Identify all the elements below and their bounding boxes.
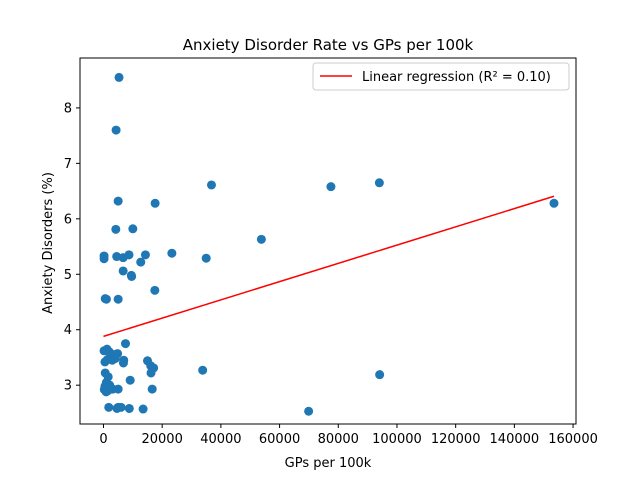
data-point <box>304 406 314 416</box>
data-point <box>114 72 124 82</box>
data-point <box>201 253 211 263</box>
data-point <box>256 234 266 244</box>
legend-box <box>312 62 570 91</box>
data-point <box>167 248 177 258</box>
data-point <box>118 266 128 276</box>
data-point <box>101 294 111 304</box>
data-point <box>124 403 134 413</box>
data-point <box>326 182 336 192</box>
data-point <box>127 271 137 281</box>
y-tick-label: 5 <box>64 268 72 283</box>
data-point <box>375 370 385 380</box>
data-point <box>113 196 123 206</box>
y-tick-label: 6 <box>64 212 72 227</box>
data-point <box>374 178 384 188</box>
data-point <box>150 198 160 208</box>
x-tick-label: 100000 <box>372 432 422 447</box>
data-point <box>150 285 160 295</box>
data-point <box>198 365 208 375</box>
y-tick-label: 4 <box>64 323 72 338</box>
x-axis-label: GPs per 100k <box>285 456 372 471</box>
x-tick-label: 20000 <box>141 432 182 447</box>
data-point <box>113 384 123 394</box>
data-point <box>120 339 130 349</box>
regression-line <box>103 195 555 338</box>
data-point <box>125 375 135 385</box>
legend: Linear regression (R² = 0.10) <box>312 62 570 91</box>
plot-frame <box>79 57 577 425</box>
data-point <box>138 404 148 414</box>
x-tick-label: 140000 <box>490 432 540 447</box>
data-point <box>549 198 559 208</box>
y-tick-label: 8 <box>64 101 72 116</box>
data-point <box>99 254 109 264</box>
data-point <box>206 180 216 190</box>
y-tick-label: 7 <box>64 157 72 172</box>
data-point <box>110 354 120 364</box>
data-point <box>116 402 126 412</box>
data-point <box>111 125 121 135</box>
data-point <box>111 224 121 234</box>
x-tick-label: 80000 <box>318 432 359 447</box>
data-point <box>124 250 134 260</box>
plot-area: 0 20000 40000 60000 80000 100000 120000 140000 1… <box>64 57 598 447</box>
data-point <box>146 368 156 378</box>
chart-title: Anxiety Disorder Rate vs GPs per 100k <box>183 36 474 54</box>
data-point <box>136 257 146 267</box>
data-point <box>113 294 123 304</box>
x-tick-label: 0 <box>99 432 107 447</box>
x-tick-label: 60000 <box>259 432 300 447</box>
data-point <box>147 384 157 394</box>
x-tick-label: 40000 <box>200 432 241 447</box>
legend-label: Linear regression (R² = 0.10) <box>362 70 551 85</box>
data-point <box>118 358 128 368</box>
data-point <box>140 250 150 260</box>
data-point <box>128 224 138 234</box>
y-tick-label: 3 <box>64 379 72 394</box>
data-point <box>104 402 114 412</box>
x-tick-label: 120000 <box>431 432 481 447</box>
x-tick-label: 160000 <box>548 432 598 447</box>
y-axis-label: Anxiety Disorders (%) <box>41 172 56 314</box>
